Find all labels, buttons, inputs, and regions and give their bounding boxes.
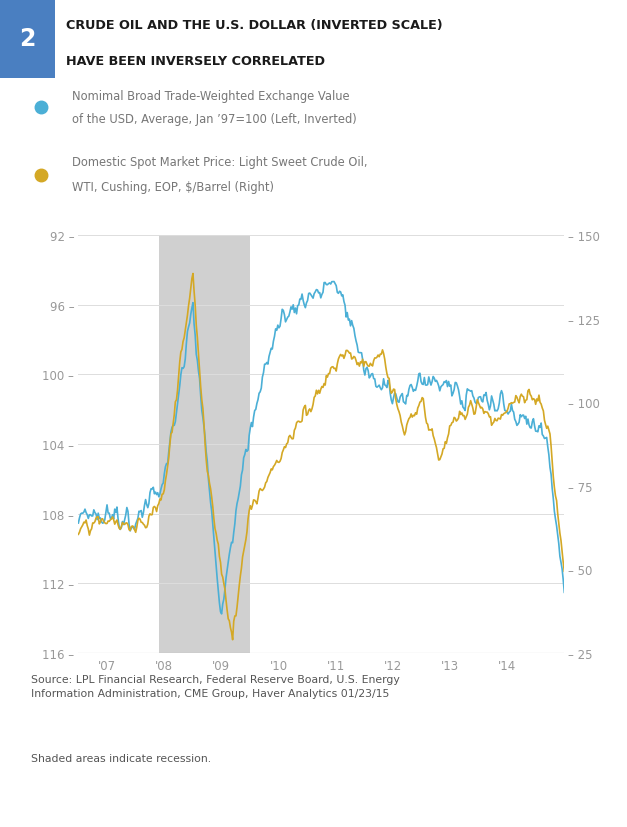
Text: 2: 2 — [19, 27, 36, 51]
Text: Shaded areas indicate recession.: Shaded areas indicate recession. — [31, 753, 211, 762]
Text: HAVE BEEN INVERSELY CORRELATED: HAVE BEEN INVERSELY CORRELATED — [66, 55, 325, 68]
Bar — [159, 236, 250, 653]
Bar — [0, 0, 55, 79]
Text: Nomimal Broad Trade-Weighted Exchange Value: Nomimal Broad Trade-Weighted Exchange Va… — [72, 89, 350, 103]
Text: WTI, Cushing, EOP, $/Barrel (Right): WTI, Cushing, EOP, $/Barrel (Right) — [72, 180, 274, 194]
Text: CRUDE OIL AND THE U.S. DOLLAR (INVERTED SCALE): CRUDE OIL AND THE U.S. DOLLAR (INVERTED … — [66, 19, 443, 31]
Text: of the USD, Average, Jan ’97=100 (Left, Inverted): of the USD, Average, Jan ’97=100 (Left, … — [72, 112, 357, 126]
Text: Domestic Spot Market Price: Light Sweet Crude Oil,: Domestic Spot Market Price: Light Sweet … — [72, 156, 367, 169]
Text: Source: LPL Financial Research, Federal Reserve Board, U.S. Energy
Information A: Source: LPL Financial Research, Federal … — [31, 674, 400, 699]
